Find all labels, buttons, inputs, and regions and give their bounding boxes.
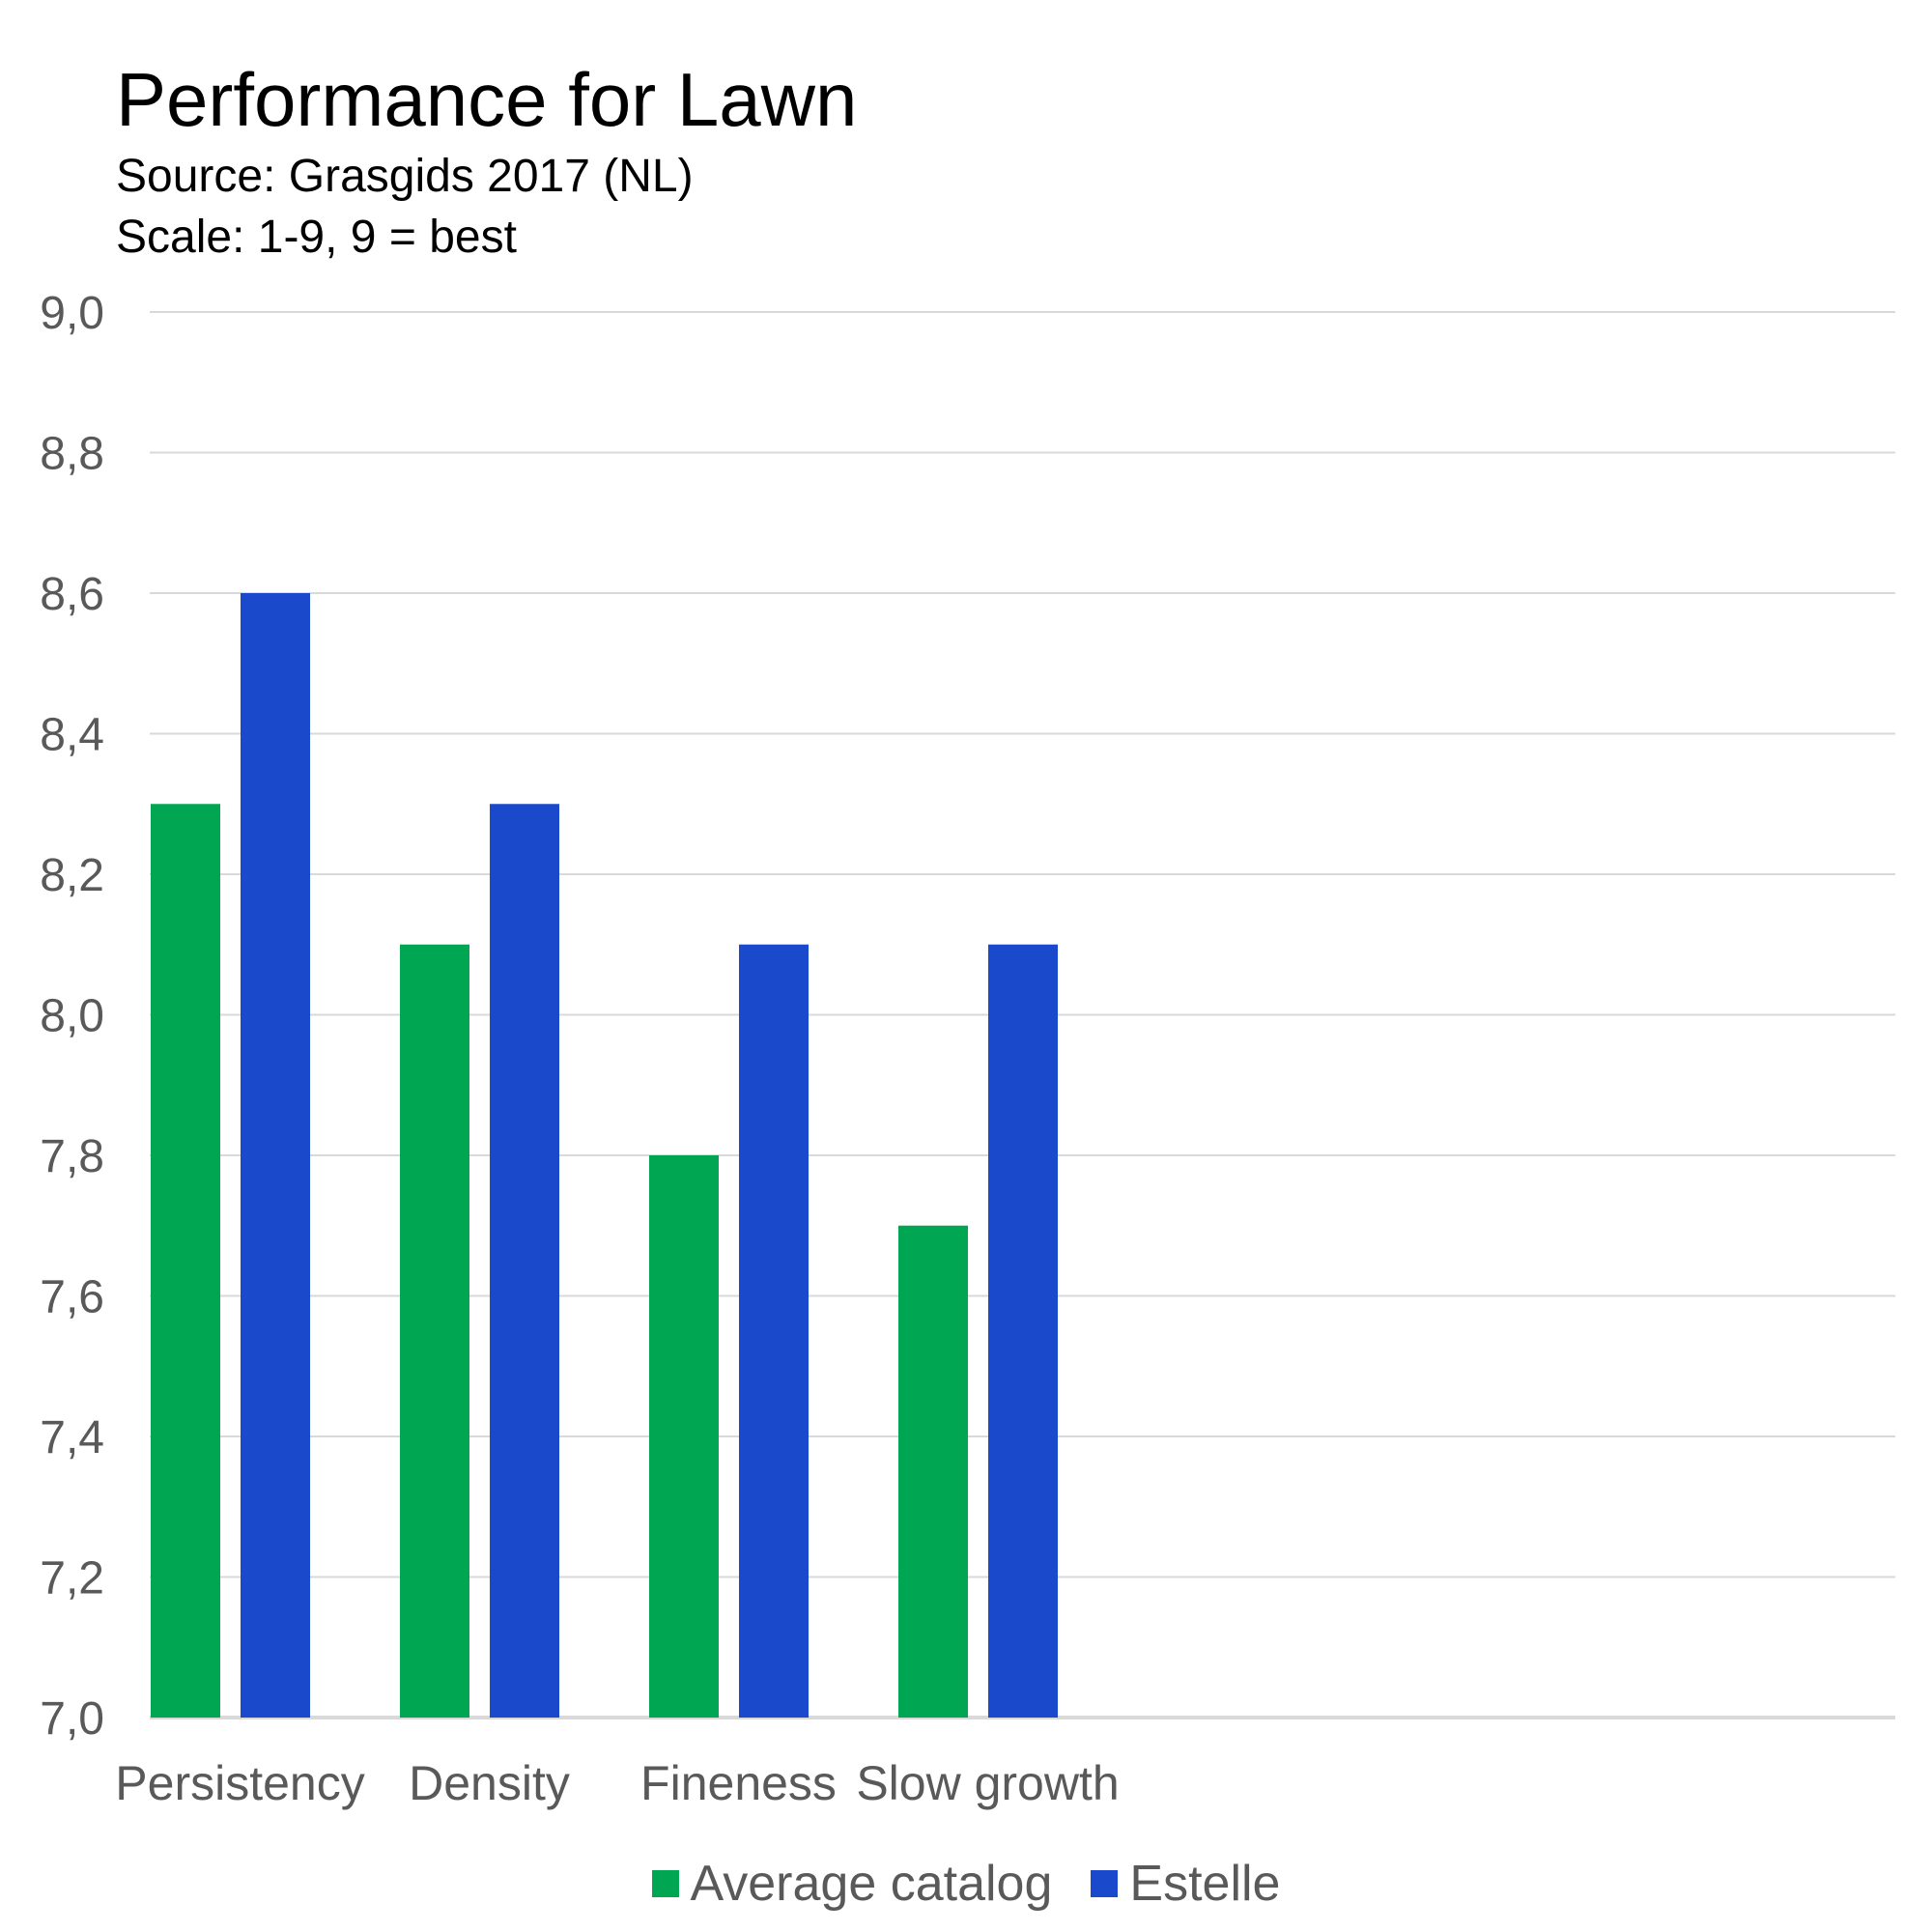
chart-subtitle-source: Source: Grasgids 2017 (NL) [116, 151, 694, 202]
bar-average-catalog [649, 1155, 719, 1718]
legend-swatch-blue [1091, 1870, 1119, 1897]
legend-label: Estelle [1129, 1856, 1281, 1912]
y-tick-label: 8,2 [40, 850, 104, 901]
chart-subtitle-scale: Scale: 1-9, 9 = best [116, 212, 517, 263]
bar-estelle [241, 593, 310, 1718]
legend-item-estelle: Estelle [1091, 1855, 1280, 1913]
y-tick-label: 7,0 [40, 1693, 104, 1745]
y-tick-label: 8,8 [40, 429, 104, 480]
legend-label: Average catalog [690, 1856, 1053, 1912]
bar-average-catalog [898, 1225, 968, 1718]
legend-swatch-green [651, 1870, 679, 1897]
y-tick-label: 7,2 [40, 1553, 104, 1605]
bar-average-catalog [400, 944, 469, 1718]
y-tick-label: 8,4 [40, 710, 104, 761]
y-tick-label: 7,4 [40, 1412, 104, 1463]
legend: Average catalog Estelle [0, 1855, 1932, 1913]
chart-title: Performance for Lawn [116, 57, 858, 142]
x-tick-label: Slow growth [856, 1756, 1119, 1810]
bar-average-catalog [151, 804, 220, 1718]
bar-estelle [988, 944, 1058, 1718]
y-tick-label: 8,6 [40, 569, 104, 620]
bar-estelle [490, 804, 559, 1718]
y-tick-label: 7,6 [40, 1272, 104, 1323]
legend-item-average-catalog: Average catalog [651, 1855, 1053, 1913]
y-tick-label: 7,8 [40, 1131, 104, 1182]
x-tick-label: Fineness [640, 1756, 837, 1810]
y-tick-label: 8,0 [40, 991, 104, 1042]
x-tick-label: Density [409, 1756, 570, 1810]
y-tick-label: 9,0 [40, 288, 104, 339]
bar-estelle [739, 944, 809, 1718]
x-tick-label: Persistency [115, 1756, 364, 1810]
